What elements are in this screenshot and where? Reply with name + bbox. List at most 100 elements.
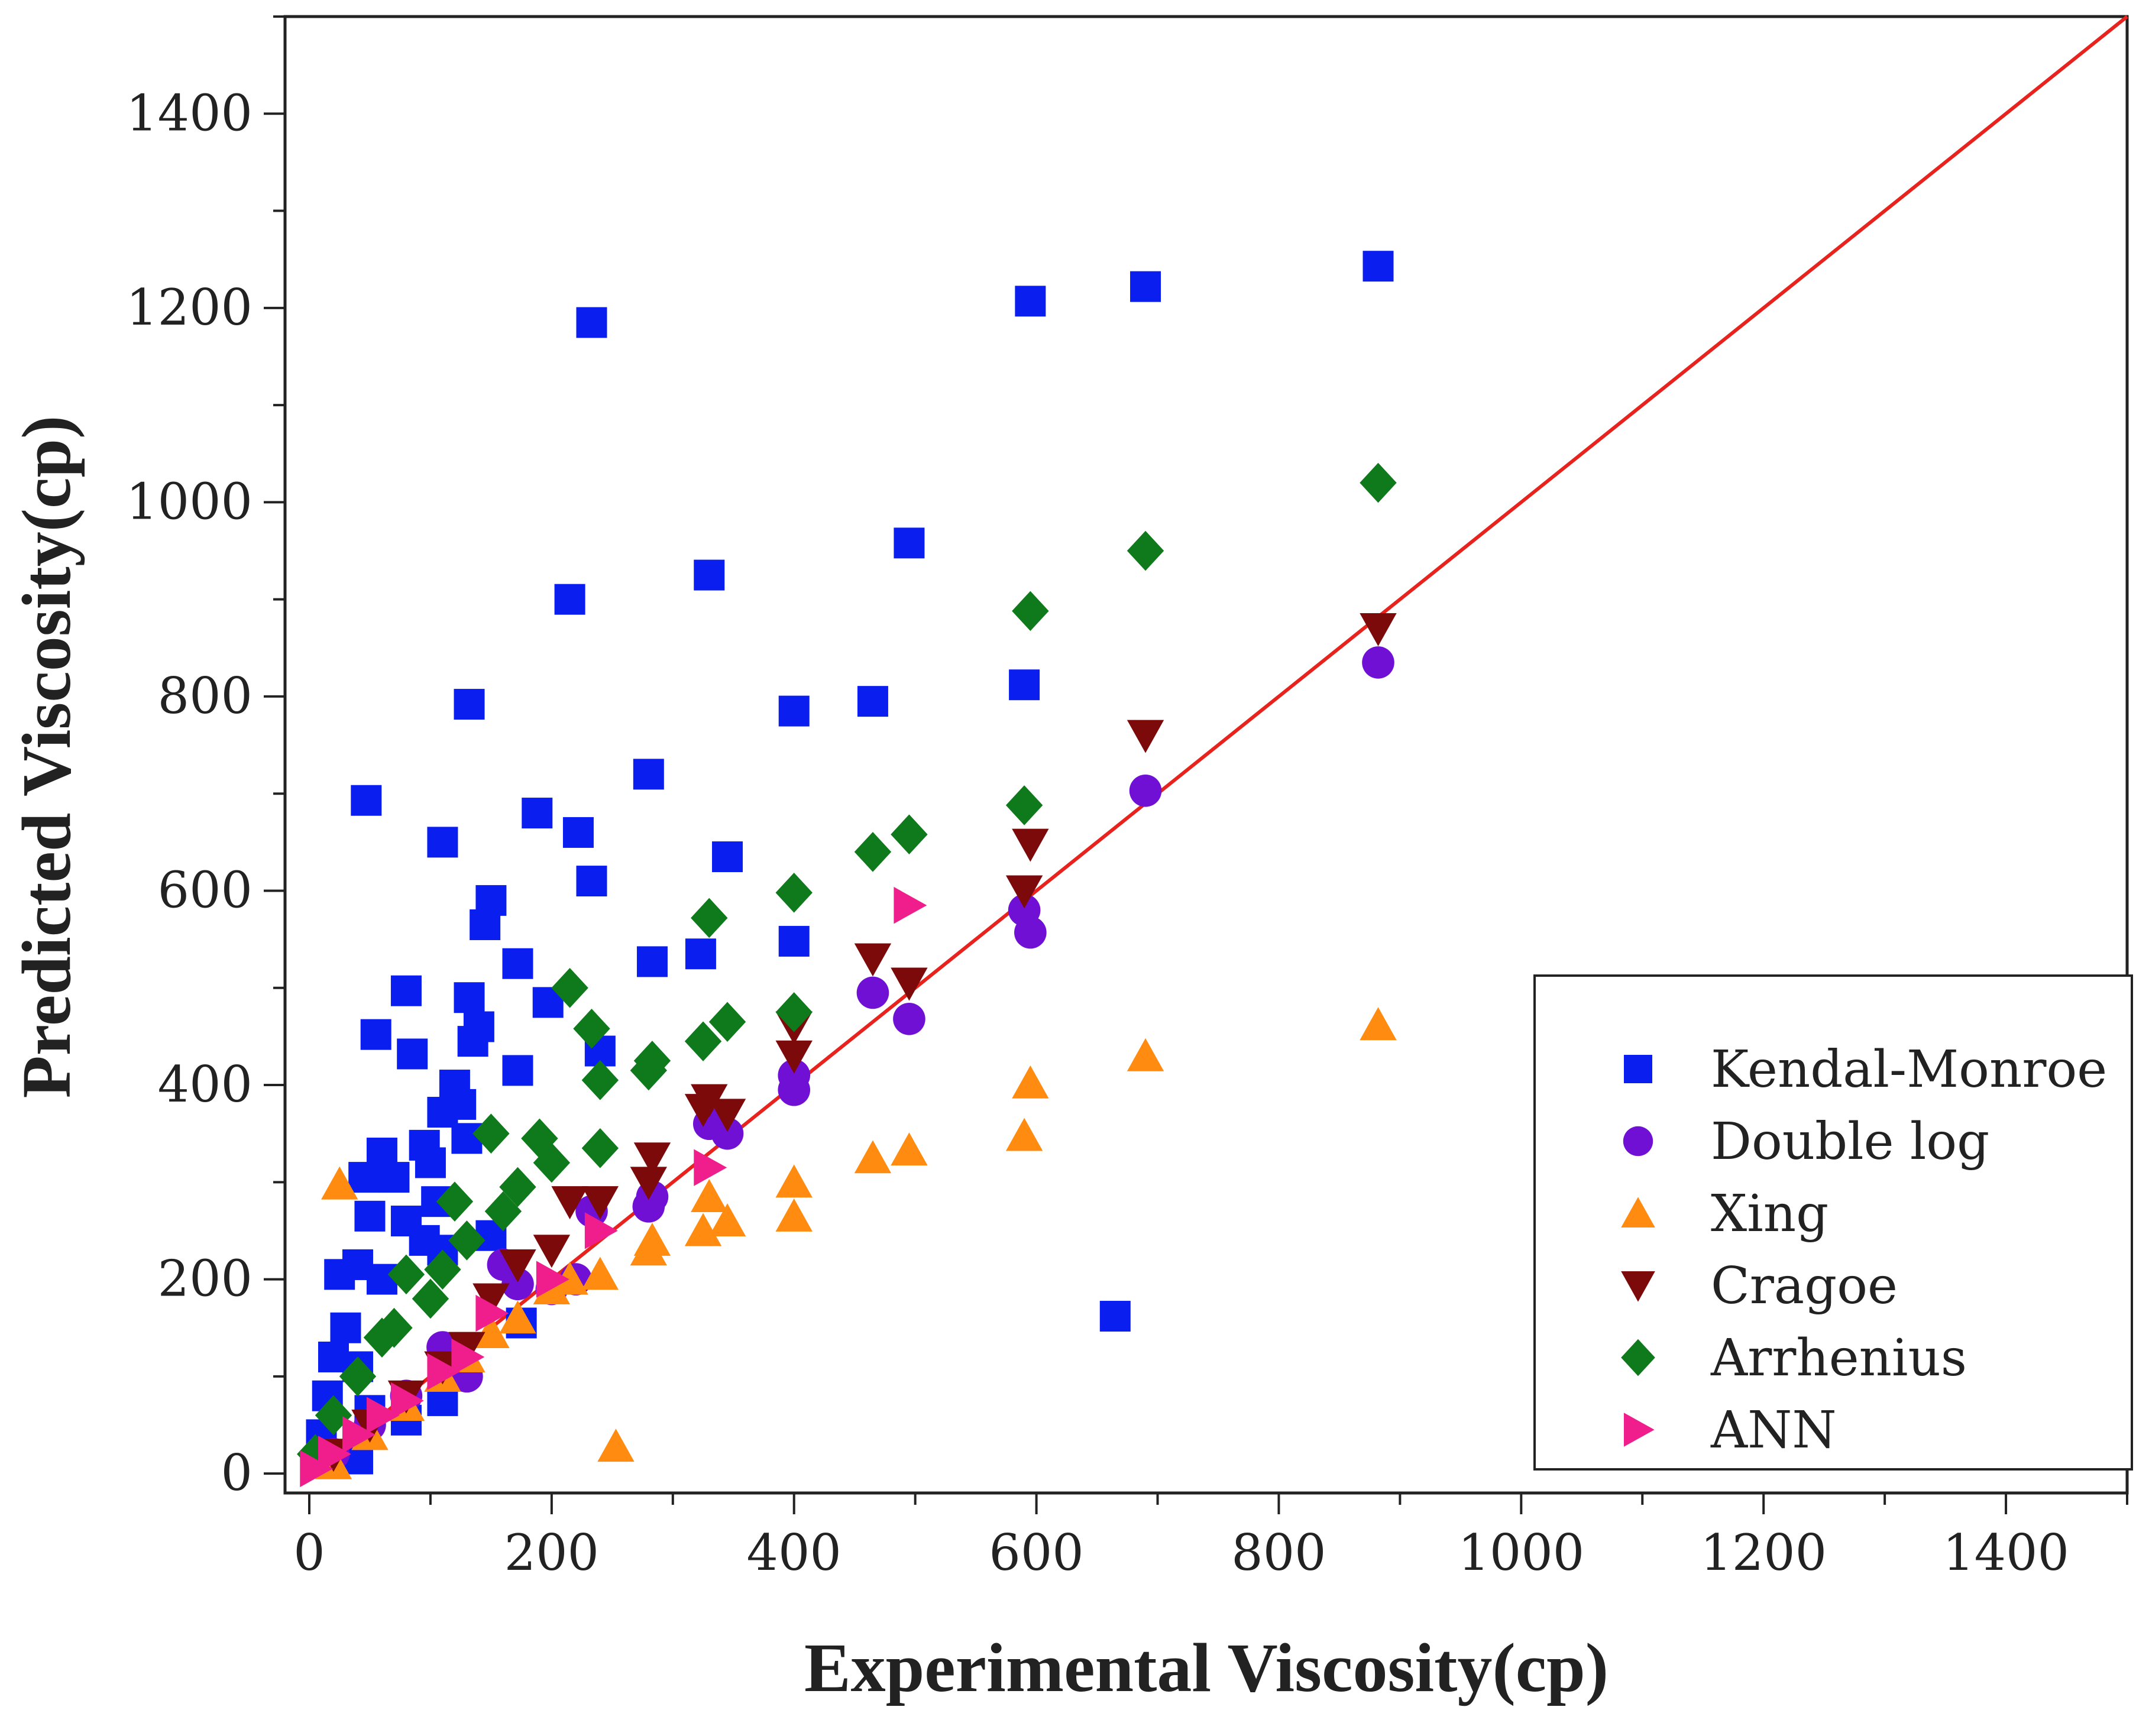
point-xing: [1360, 1007, 1397, 1041]
point-xing: [321, 1166, 358, 1200]
point-xing: [1005, 1118, 1043, 1151]
point-arrhenius: [891, 814, 928, 855]
point-kendal-monroe: [712, 841, 743, 872]
point-ann: [342, 1416, 376, 1453]
point-arrhenius: [339, 1356, 377, 1397]
point-xing: [708, 1203, 746, 1237]
point-xing: [691, 1179, 728, 1212]
data-points: [297, 251, 1397, 1488]
point-kendal-monroe: [633, 759, 664, 790]
x-tick-label: 400: [747, 1524, 842, 1582]
legend-items: Kendal-Monroe Double log Xing Cragoe Arrheni…: [1621, 1040, 2107, 1460]
point-kendal-monroe: [354, 1200, 386, 1232]
point-arrhenius: [387, 1254, 425, 1295]
point-cragoe: [533, 1235, 571, 1268]
point-cragoe: [472, 1283, 510, 1317]
x-tick-label: 1200: [1700, 1524, 1827, 1582]
point-arrhenius: [533, 1142, 571, 1183]
point-kendal-monroe: [502, 1055, 533, 1086]
point-kendal-monroe: [1130, 271, 1161, 302]
legend: Kendal-Monroe Double log Xing Cragoe Arrheni…: [1533, 974, 2133, 1471]
y-tick-label: 1400: [126, 84, 253, 142]
point-kendal-monroe: [636, 946, 668, 977]
point-cragoe: [1360, 613, 1397, 646]
point-double-log: [632, 1190, 665, 1223]
point-cragoe: [630, 1167, 668, 1200]
point-ann: [475, 1294, 509, 1332]
point-xing: [551, 1261, 588, 1295]
point-double-log: [1362, 646, 1394, 679]
legend-label-cragoe: Cragoe: [1711, 1256, 1898, 1316]
point-arrhenius: [775, 872, 813, 913]
point-xing: [854, 1140, 892, 1174]
x-tick-label: 1000: [1458, 1524, 1584, 1582]
point-arrhenius: [854, 831, 892, 872]
point-kendal-monroe: [694, 559, 725, 591]
point-kendal-monroe: [502, 948, 533, 979]
point-arrhenius: [412, 1278, 449, 1319]
point-double-log: [778, 1073, 811, 1106]
axis-ticks: [264, 15, 2128, 1514]
legend-marker-double-log: [1623, 1126, 1653, 1157]
series-kendal-monroe: [306, 251, 1394, 1475]
x-tick-label: 0: [293, 1524, 325, 1582]
y-axis-title: Predicted Viscosity(cp): [8, 416, 85, 1099]
point-xing: [630, 1232, 668, 1266]
series-xing: [315, 1007, 1397, 1479]
series-ann: [300, 886, 927, 1488]
point-arrhenius: [691, 898, 728, 938]
point-kendal-monroe: [576, 866, 607, 897]
point-ann: [694, 1149, 727, 1186]
point-ann: [300, 1450, 334, 1488]
point-arrhenius: [708, 1002, 746, 1042]
point-kendal-monroe: [360, 1019, 391, 1050]
y-tick-label: 800: [158, 667, 253, 725]
y-tick-label: 400: [158, 1055, 253, 1113]
point-arrhenius: [581, 1128, 619, 1168]
point-kendal-monroe: [522, 798, 553, 829]
x-axis-title: Experimental Viscosity(cp): [804, 1629, 1609, 1706]
point-kendal-monroe: [470, 909, 501, 940]
point-arrhenius: [363, 1317, 401, 1358]
point-kendal-monroe: [778, 925, 810, 957]
point-cragoe: [684, 1094, 722, 1128]
point-arrhenius: [499, 1167, 536, 1207]
point-arrhenius: [551, 967, 588, 1008]
x-tick-label: 1400: [1943, 1524, 2069, 1582]
point-kendal-monroe: [445, 1089, 477, 1120]
point-arrhenius: [775, 992, 813, 1032]
x-tick-label: 600: [989, 1524, 1083, 1582]
legend-marker-arrhenius: [1621, 1339, 1655, 1377]
legend-label-xing: Xing: [1711, 1184, 1828, 1243]
point-arrhenius: [424, 1249, 461, 1290]
point-arrhenius: [1360, 462, 1397, 503]
point-arrhenius: [1012, 591, 1049, 631]
point-kendal-monroe: [576, 307, 607, 338]
x-tick-label: 200: [504, 1524, 599, 1582]
point-kendal-monroe: [348, 1162, 380, 1193]
point-cragoe: [1127, 720, 1164, 753]
point-kendal-monroe: [378, 1162, 410, 1193]
point-kendal-monroe: [330, 1312, 361, 1343]
series-arrhenius: [297, 462, 1397, 1475]
point-arrhenius: [484, 1191, 522, 1232]
point-arrhenius: [436, 1181, 474, 1222]
legend-label-ann: ANN: [1710, 1401, 1837, 1460]
point-kendal-monroe: [894, 527, 925, 559]
point-kendal-monroe: [366, 1264, 397, 1295]
plot-frame: [283, 15, 2129, 1495]
legend-marker-xing: [1621, 1197, 1655, 1227]
point-xing: [891, 1132, 928, 1166]
point-cragoe: [581, 1186, 619, 1220]
legend-marker-kendal-monroe: [1624, 1055, 1652, 1083]
point-double-log: [856, 976, 889, 1009]
point-xing: [581, 1256, 619, 1290]
point-xing: [775, 1164, 813, 1198]
point-cragoe: [1005, 875, 1043, 909]
legend-label-kendal-monroe: Kendal-Monroe: [1711, 1040, 2107, 1099]
point-xing: [1012, 1065, 1049, 1099]
point-double-log: [1129, 774, 1162, 807]
point-kendal-monroe: [1009, 669, 1040, 701]
point-kendal-monroe: [685, 938, 716, 970]
point-kendal-monroe: [457, 1026, 488, 1057]
